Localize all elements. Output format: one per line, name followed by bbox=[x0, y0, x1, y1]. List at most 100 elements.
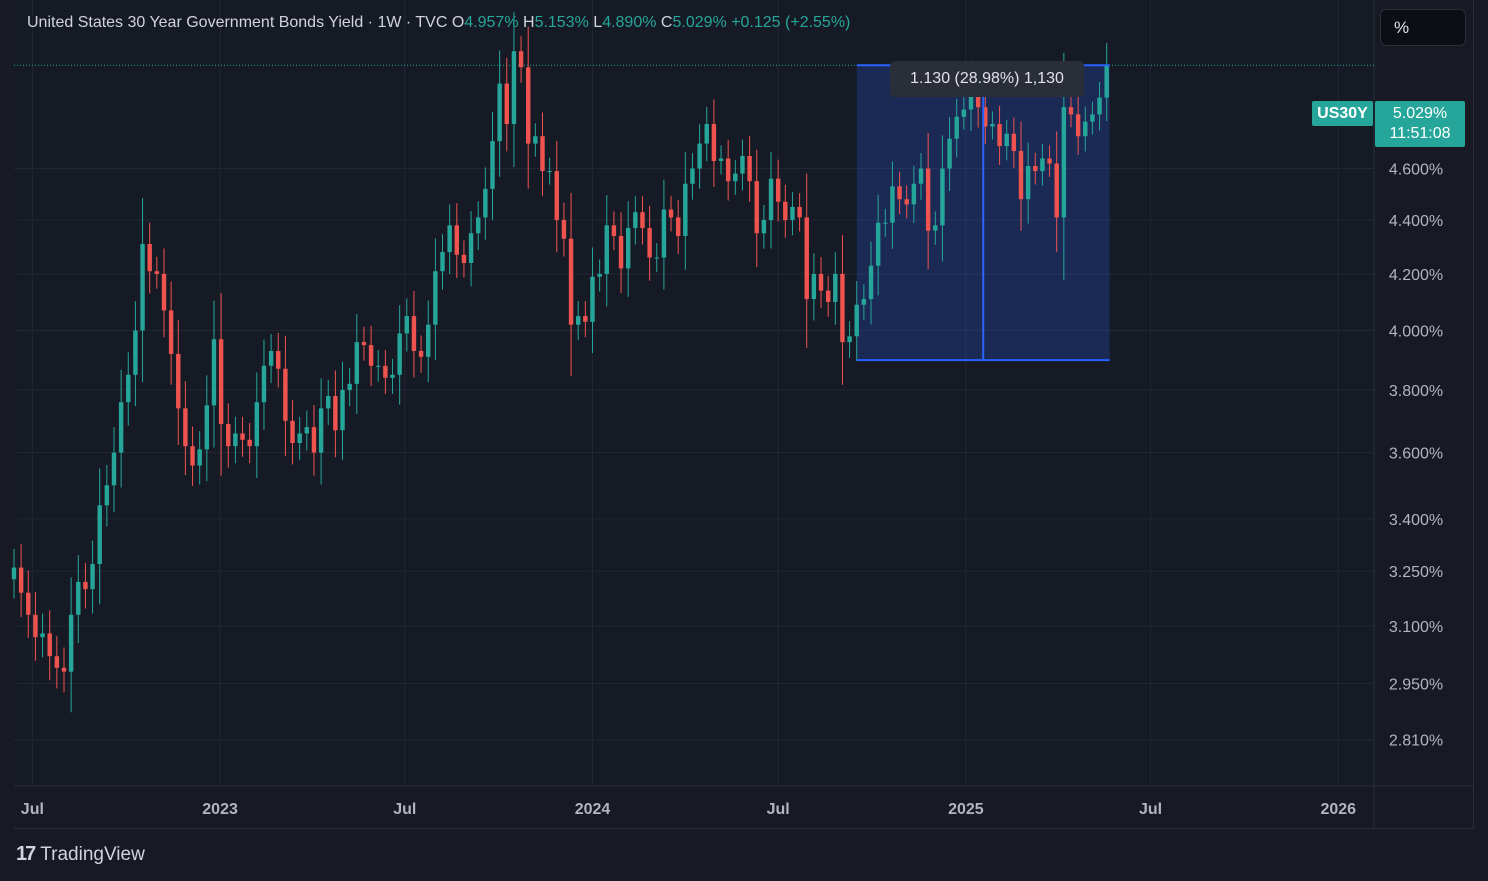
candle bbox=[247, 439, 252, 447]
candle bbox=[261, 365, 267, 403]
candle bbox=[611, 225, 617, 236]
brand-name: TradingView bbox=[40, 843, 145, 865]
candle bbox=[118, 402, 124, 453]
candle bbox=[654, 257, 659, 259]
candle bbox=[97, 505, 102, 565]
candle bbox=[440, 252, 445, 272]
candle bbox=[111, 452, 117, 486]
candle bbox=[590, 276, 595, 322]
candle bbox=[1018, 151, 1024, 200]
candle bbox=[268, 350, 274, 366]
candle bbox=[404, 316, 410, 334]
candle bbox=[140, 243, 145, 331]
close-value: 5.029% bbox=[672, 14, 727, 31]
candle bbox=[597, 273, 602, 277]
candle bbox=[168, 310, 174, 354]
candle bbox=[218, 339, 224, 424]
candle bbox=[754, 181, 759, 234]
candle bbox=[1033, 166, 1038, 172]
tradingview-brand[interactable]: 17 TradingView bbox=[16, 843, 145, 866]
candle bbox=[954, 116, 959, 139]
candle bbox=[711, 124, 717, 161]
measure-label: 1.130 (28.98%) 1,130 bbox=[890, 61, 1084, 97]
candle bbox=[1068, 107, 1074, 115]
low-label: L bbox=[593, 14, 603, 31]
candle bbox=[368, 345, 374, 366]
candle bbox=[997, 124, 1002, 147]
open-value: 4.957% bbox=[464, 14, 519, 31]
candle bbox=[625, 227, 631, 269]
candle bbox=[604, 225, 609, 274]
ticker-badge: US30Y bbox=[1312, 101, 1373, 126]
candle bbox=[290, 420, 295, 443]
candle bbox=[40, 633, 45, 638]
candle bbox=[483, 188, 488, 218]
candle bbox=[304, 427, 310, 434]
candle bbox=[283, 368, 288, 421]
candle bbox=[176, 353, 181, 409]
candle bbox=[540, 136, 545, 172]
y-tick-label: 3.800% bbox=[1389, 383, 1443, 400]
candle bbox=[840, 273, 845, 343]
y-axis[interactable]: 4.600% 4.400% 4.200% 4.000% 3.800% 3.600% 3.40… bbox=[1389, 162, 1443, 750]
candle bbox=[861, 299, 867, 305]
x-tick-label: 2023 bbox=[202, 801, 238, 818]
open-label: O bbox=[451, 14, 465, 31]
candle bbox=[418, 350, 424, 357]
x-axis[interactable]: Jul 2023 Jul 2024 Jul 2025 Jul 2026 bbox=[21, 801, 1356, 818]
plot-area[interactable] bbox=[14, 0, 1374, 786]
candle bbox=[347, 383, 352, 390]
price-units-button[interactable]: % bbox=[1380, 9, 1466, 46]
candle bbox=[704, 124, 709, 144]
candle bbox=[397, 333, 402, 375]
candle bbox=[361, 342, 367, 346]
candle bbox=[947, 138, 952, 169]
candle bbox=[661, 209, 667, 258]
candle bbox=[783, 201, 788, 221]
candle bbox=[918, 168, 924, 184]
bar-countdown: 11:51:08 bbox=[1389, 125, 1451, 142]
candle bbox=[583, 316, 588, 322]
candle bbox=[868, 265, 874, 300]
candle bbox=[454, 225, 460, 255]
candle bbox=[1025, 166, 1031, 200]
candle bbox=[447, 225, 452, 253]
candle bbox=[1047, 158, 1052, 164]
y-tick-label: 2.950% bbox=[1389, 676, 1443, 693]
y-tick-label: 4.000% bbox=[1389, 323, 1443, 340]
candle bbox=[54, 656, 60, 668]
candle bbox=[183, 408, 188, 447]
candle bbox=[18, 567, 24, 593]
y-tick-label: 4.200% bbox=[1389, 267, 1443, 284]
candle bbox=[190, 446, 195, 466]
candle bbox=[675, 217, 681, 236]
candle bbox=[833, 273, 838, 302]
candle bbox=[147, 243, 152, 272]
last-price-badge: 5.029% 11:51:08 bbox=[1375, 101, 1465, 147]
x-tick-label: Jul bbox=[21, 801, 44, 818]
candle bbox=[925, 168, 931, 231]
tradingview-logo-icon: 17 bbox=[16, 843, 36, 865]
candle bbox=[461, 254, 467, 263]
x-tick-label: 2025 bbox=[948, 801, 984, 818]
candle bbox=[26, 592, 31, 615]
candle bbox=[197, 449, 202, 466]
candle bbox=[204, 405, 210, 450]
candle bbox=[875, 222, 881, 266]
candle bbox=[811, 273, 817, 300]
candle bbox=[725, 158, 731, 182]
candle bbox=[804, 217, 809, 300]
candle bbox=[747, 155, 752, 182]
change-value: +0.125 (+2.55%) bbox=[731, 14, 851, 31]
symbol-header: United States 30 Year Government Bonds Y… bbox=[27, 14, 850, 32]
symbol-title[interactable]: United States 30 Year Government Bonds Y… bbox=[27, 14, 448, 31]
candle bbox=[575, 316, 581, 325]
candle bbox=[390, 374, 395, 378]
candle bbox=[154, 271, 160, 274]
candle bbox=[340, 389, 345, 431]
candle bbox=[568, 238, 574, 325]
grid-lines bbox=[14, 0, 1473, 828]
candle bbox=[104, 485, 110, 506]
candle bbox=[718, 158, 724, 161]
